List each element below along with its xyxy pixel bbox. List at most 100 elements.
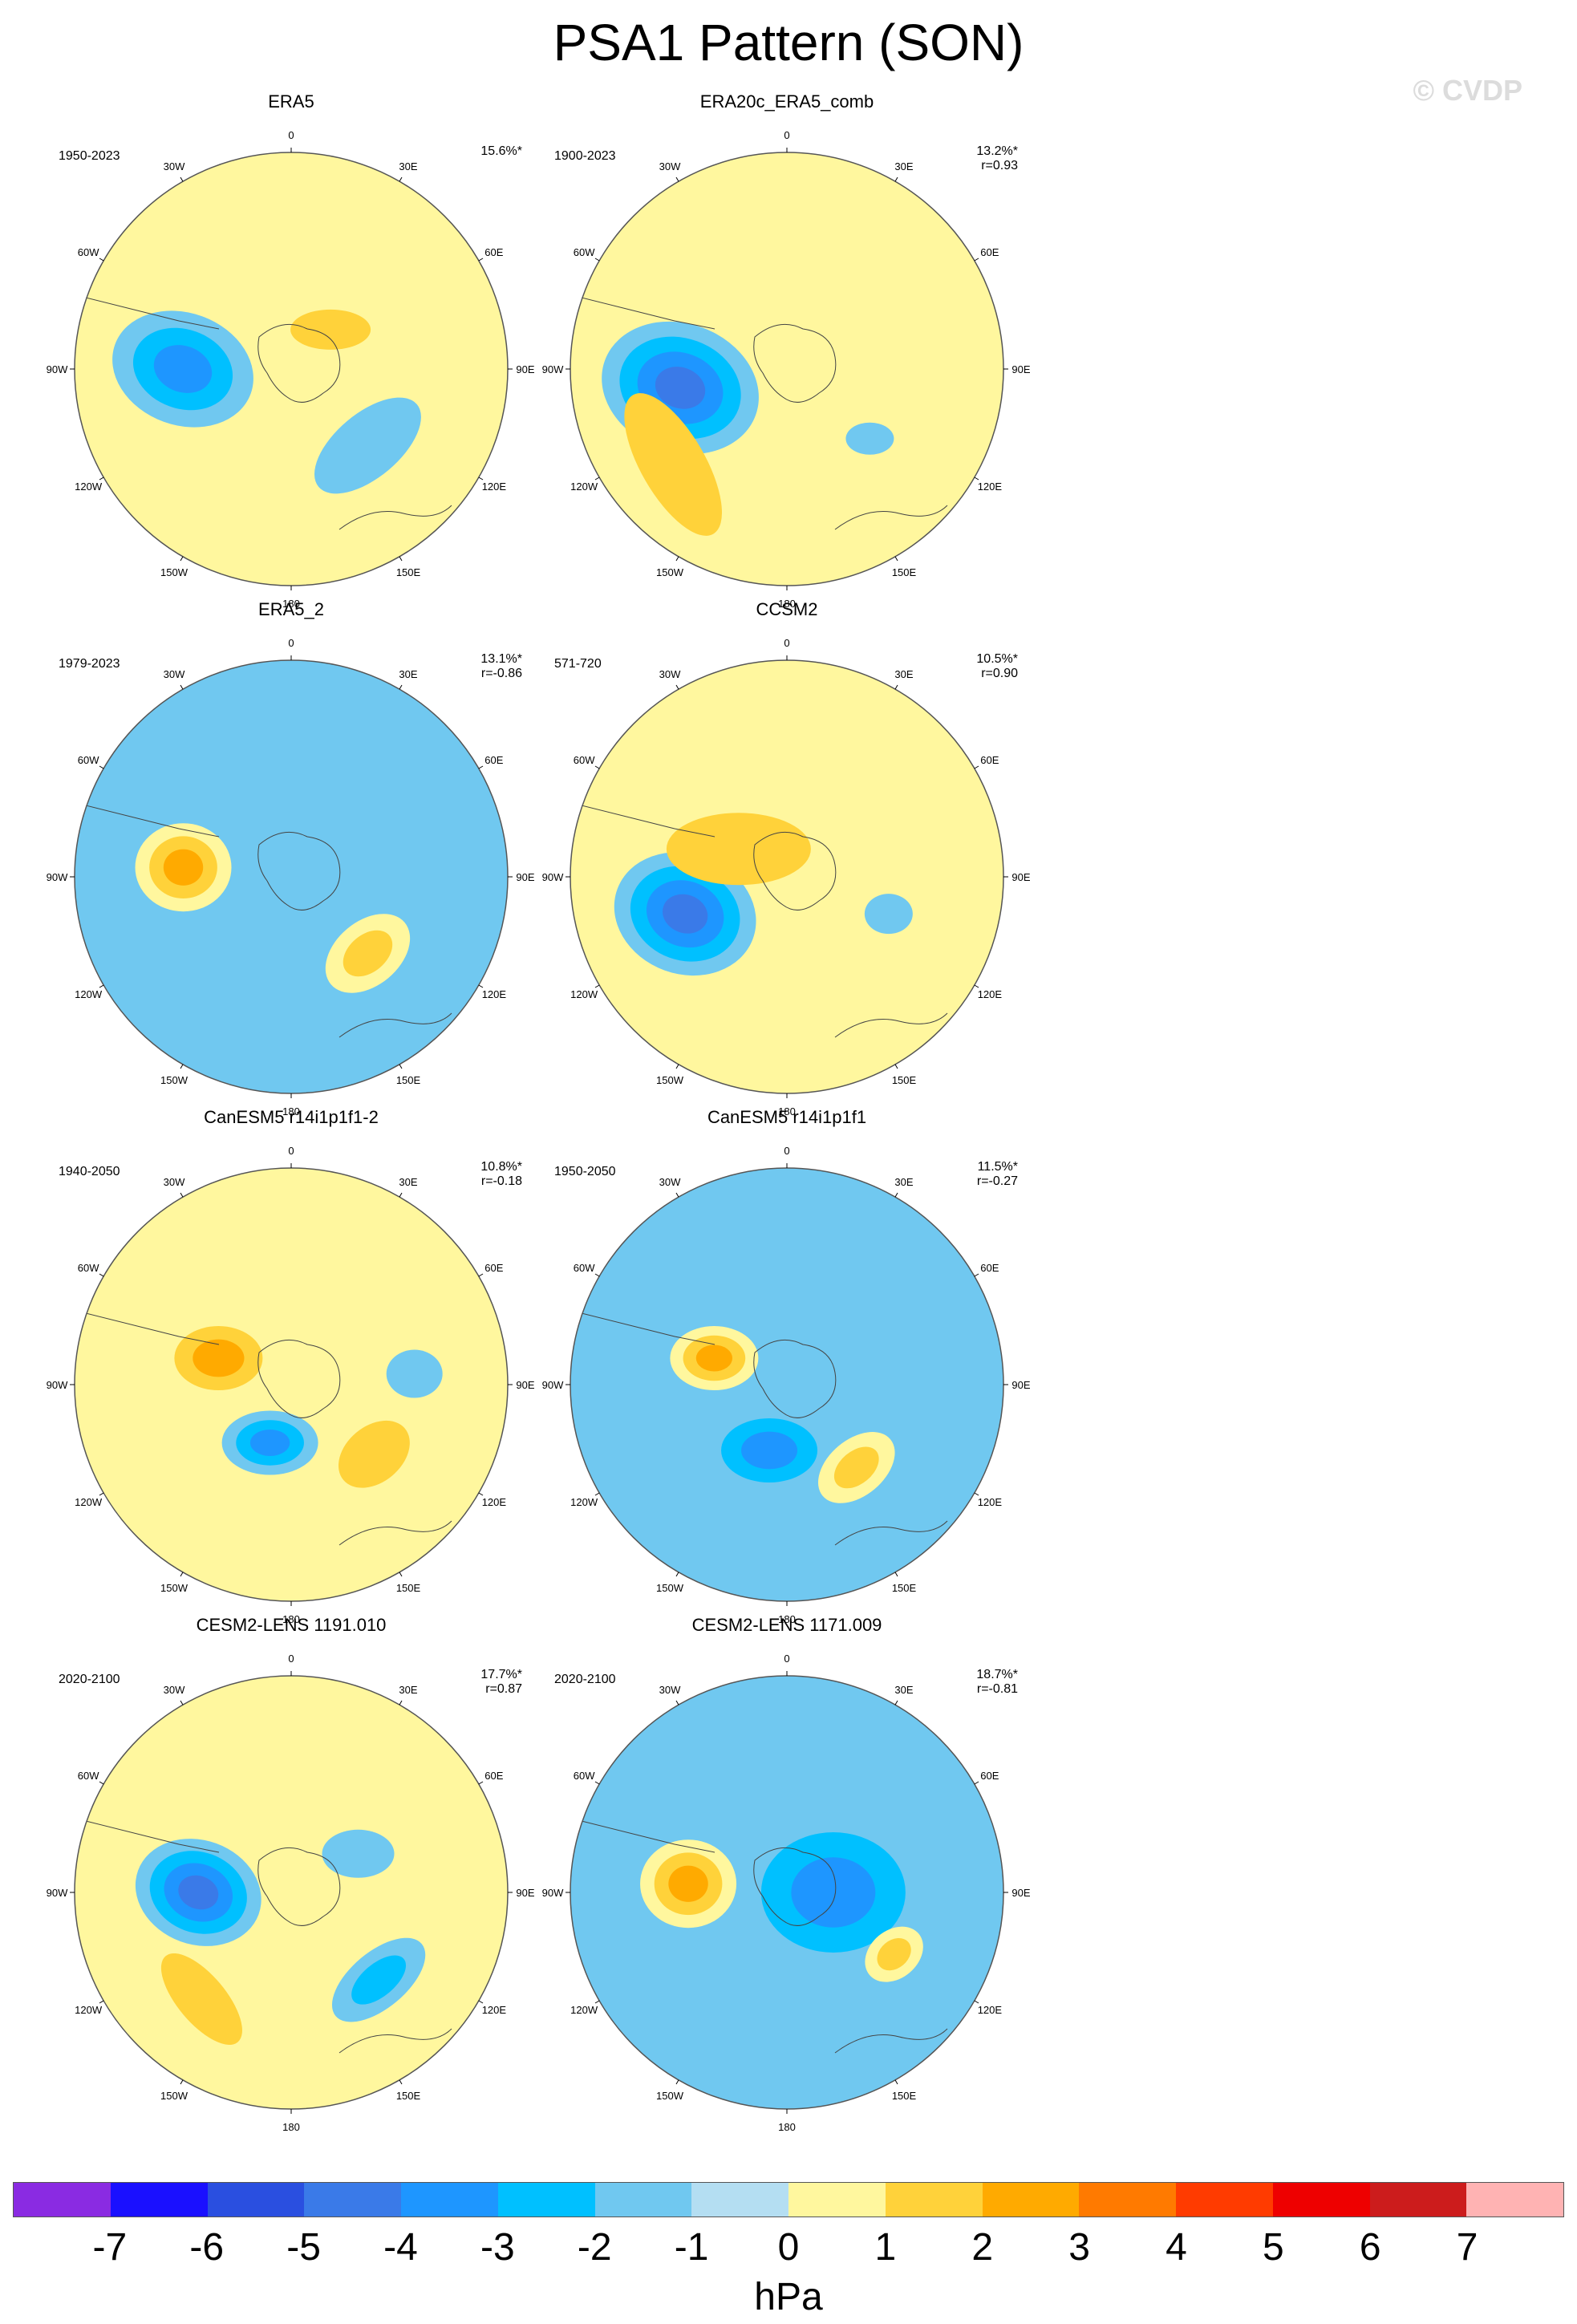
lon-tick [478, 765, 484, 769]
polar-map-icon: 0 30E 60E 90E 120E 150E 180 150W 120W 90W 60W 30W [542, 1653, 1031, 2133]
polar-map-icon: 0 30E 60E 90E 120E 150E 180 150W 120W 90W 60W 30W [47, 1145, 535, 1625]
panel-period: 2020-2100 [59, 1673, 120, 1686]
lon-label: 60E [484, 754, 503, 766]
panel-stats: 13.1%* r=-0.86 [480, 652, 522, 681]
lon-tick [478, 477, 484, 481]
contour-region [338, 1420, 410, 1488]
lon-label: 150W [656, 2090, 684, 2102]
contour-region [791, 1857, 876, 1928]
lon-label: 120E [482, 1496, 507, 1508]
lon-label: 180 [778, 1613, 796, 1625]
contour-region [741, 1431, 798, 1470]
panel-title: CESM2-LENS 1171.009 [691, 1615, 882, 1635]
lon-label: 60E [484, 246, 503, 258]
contour-region [351, 1955, 407, 2005]
lon-label: 90W [542, 1887, 564, 1899]
lon-label: 0 [784, 637, 789, 649]
contour-region [668, 1865, 708, 1902]
lon-label: 60W [78, 1770, 99, 1782]
pattern-correlation: r=-0.81 [976, 1682, 1018, 1696]
panel-period: 1950-2050 [554, 1165, 616, 1178]
variance-explained: 10.5%* [976, 652, 1018, 666]
lon-tick [974, 765, 979, 769]
antarctica-coastline [257, 1847, 341, 1926]
panel-period: 1940-2050 [59, 1165, 120, 1178]
lon-tick [675, 1064, 679, 1069]
lon-label: 60W [78, 754, 99, 766]
lon-tick [894, 1064, 898, 1069]
contour-region [624, 393, 722, 536]
south-america-coastline [578, 1312, 716, 1345]
lon-tick [594, 477, 600, 481]
lon-label: 120W [570, 2004, 598, 2016]
lon-label: 90W [47, 1379, 68, 1391]
lon-label: 30E [399, 160, 417, 172]
colorbar-swatch [207, 2183, 305, 2217]
contour-region [386, 1349, 443, 1398]
map-background-field [570, 1168, 1003, 1601]
lon-label: 60W [78, 246, 99, 258]
lon-label: 60E [484, 1262, 503, 1274]
variance-explained: 17.7%* [480, 1668, 522, 1681]
lon-tick [675, 2079, 679, 2085]
lon-label: 60E [980, 246, 999, 258]
lon-label: 90E [516, 363, 534, 375]
lon-tick [99, 2000, 104, 2004]
lon-label: 120E [978, 2004, 1003, 2016]
lon-label: 150E [892, 566, 917, 578]
colorbar-tick-label: -7 [92, 2226, 128, 2269]
lon-tick [399, 1700, 403, 1705]
watermark-logo: © CVDP [1413, 74, 1522, 107]
lon-label: 60W [574, 246, 595, 258]
lon-label: 180 [778, 598, 796, 610]
lon-label: 30W [659, 1176, 681, 1188]
colorbar-swatch [691, 2183, 788, 2217]
lon-tick [399, 2079, 403, 2085]
lon-label: 30E [894, 668, 913, 680]
colorbar-tick-label: 4 [1166, 2226, 1187, 2269]
lon-tick [594, 2000, 600, 2004]
variance-explained: 11.5%* [977, 1160, 1018, 1174]
map-panel: 0 30E 60E 90E 120E 150E 180 150W 120W 90W 60W 30W Ca… [43, 1107, 540, 1625]
contour-region [864, 894, 913, 935]
lon-label: 90W [542, 871, 564, 883]
lon-label: 180 [282, 598, 300, 610]
colorbar-swatch [594, 2183, 692, 2217]
panel-period: 571-720 [554, 657, 602, 671]
lon-label: 150E [396, 1074, 421, 1086]
pattern-correlation: r=-0.27 [976, 1174, 1018, 1188]
lon-label: 150W [160, 566, 189, 578]
lon-tick [594, 765, 600, 769]
lon-label: 30W [659, 160, 681, 172]
contour-region [193, 1339, 245, 1377]
lon-label: 150W [160, 1582, 189, 1594]
lon-tick [478, 1781, 484, 1785]
lon-label: 60E [484, 1770, 503, 1782]
lon-tick [675, 176, 679, 182]
variance-explained: 18.7%* [976, 1668, 1018, 1681]
map-panel: 0 30E 60E 90E 120E 150E 180 150W 120W 90W 60W 30W ER… [43, 91, 540, 610]
lon-label: 120W [75, 988, 103, 1000]
lon-label: 120E [978, 988, 1003, 1000]
lon-label: 180 [282, 1613, 300, 1625]
lon-tick [974, 2000, 979, 2004]
pattern-correlation: r=0.90 [981, 667, 1018, 680]
lon-label: 30E [894, 160, 913, 172]
colorbar-tick-label: -2 [577, 2226, 612, 2269]
antarctica-coastline [753, 831, 837, 911]
colorbar-swatch [14, 2183, 111, 2217]
lon-label: 120W [75, 2004, 103, 2016]
lon-tick [180, 1192, 184, 1198]
lon-label: 0 [288, 1653, 294, 1665]
lon-label: 90E [1011, 1379, 1030, 1391]
contour-region [695, 1345, 733, 1372]
lon-tick [675, 1192, 679, 1198]
panel-stats: 11.5%* r=-0.27 [977, 1160, 1018, 1189]
colorbar-swatch [110, 2183, 208, 2217]
lon-label: 180 [778, 1105, 796, 1117]
pattern-correlation: r=0.87 [485, 1682, 522, 1696]
panel-stats: 17.7%* r=0.87 [480, 1668, 522, 1697]
colorbar [13, 2182, 1564, 2217]
lon-tick [675, 684, 679, 690]
lon-tick [478, 258, 484, 262]
